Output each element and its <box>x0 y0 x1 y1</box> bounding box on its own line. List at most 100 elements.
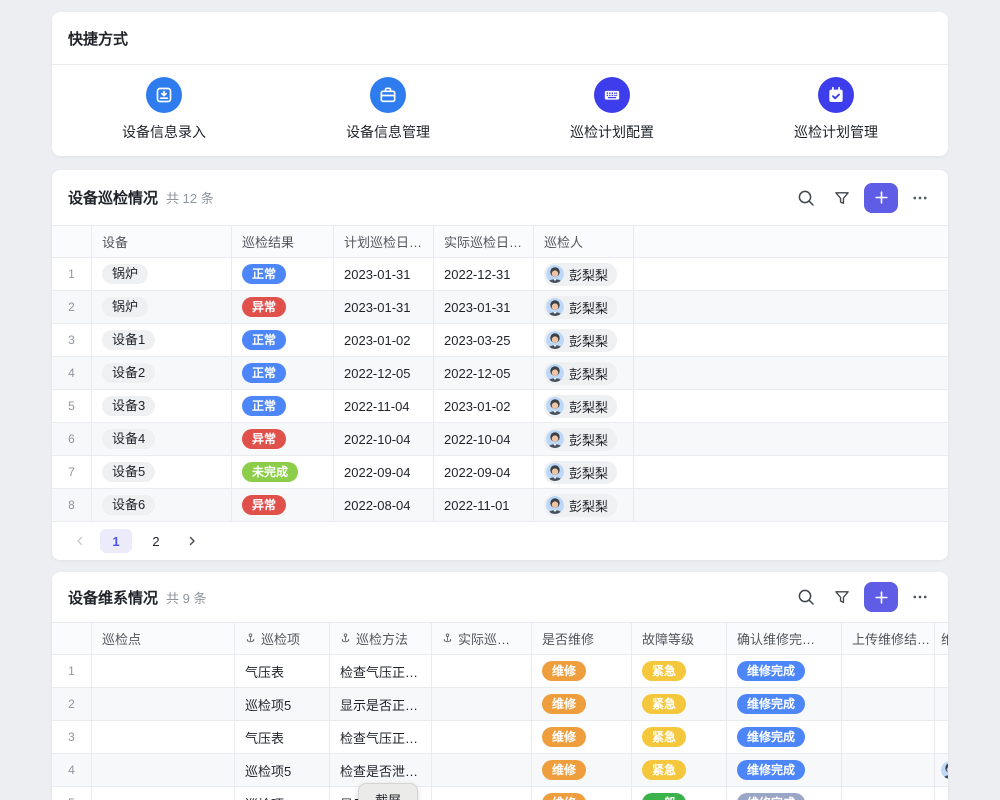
confirm-repair-cell[interactable]: 维修完成 <box>727 655 842 687</box>
shortcut-item-2[interactable]: 设备信息管理 <box>276 77 500 142</box>
device-tag[interactable]: 设备3 <box>102 396 156 416</box>
actual-date-cell[interactable]: 2023-01-31 <box>434 291 534 323</box>
inspector-chip[interactable]: 彭梨梨 <box>544 493 618 517</box>
status-badge[interactable]: 正常 <box>242 264 287 284</box>
upload-result-cell[interactable] <box>842 655 935 687</box>
confirm-repair-button[interactable]: 维修完成 <box>737 793 806 800</box>
inspector-cell[interactable]: 彭梨梨 <box>534 258 634 290</box>
actual-date-cell[interactable]: 2022-12-05 <box>434 357 534 389</box>
actual-inspection-cell[interactable] <box>432 787 532 800</box>
inspector-chip[interactable]: 彭梨梨 <box>544 328 618 352</box>
device-cell[interactable]: 设备2 <box>92 357 232 389</box>
actual-inspection-cell[interactable] <box>432 688 532 720</box>
inspector-cell[interactable]: 彭梨梨 <box>534 324 634 356</box>
result-cell[interactable]: 异常 <box>232 291 334 323</box>
fault-level-cell[interactable]: 紧急 <box>632 655 727 687</box>
confirm-repair-button[interactable]: 维修完成 <box>737 694 806 714</box>
device-cell[interactable]: 锅炉 <box>92 291 232 323</box>
inspection-column-header[interactable]: 实际巡检日… <box>434 226 534 257</box>
fault-level-badge[interactable]: 紧急 <box>642 727 687 747</box>
planned-date-cell[interactable]: 2022-11-04 <box>334 390 434 422</box>
shortcut-item-3[interactable]: 巡检计划配置 <box>500 77 724 142</box>
repair-cell[interactable]: 维修 <box>532 655 632 687</box>
status-badge[interactable]: 未完成 <box>242 462 299 482</box>
inspection-item-cell[interactable]: 巡检项5 <box>235 787 330 800</box>
inspection-point-cell[interactable] <box>92 754 235 786</box>
more-icon[interactable] <box>906 583 934 611</box>
inspection-item-cell[interactable]: 气压表 <box>235 721 330 753</box>
fault-level-badge[interactable]: 紧急 <box>642 661 687 681</box>
maintenance-column-header[interactable]: 上传维修结… <box>842 623 935 654</box>
maintenance-column-header[interactable]: 巡检方法 <box>330 623 432 654</box>
clipped-cell[interactable] <box>935 787 948 800</box>
device-cell[interactable]: 锅炉 <box>92 258 232 290</box>
status-badge[interactable]: 正常 <box>242 363 287 383</box>
device-tag[interactable]: 锅炉 <box>102 297 149 317</box>
inspection-point-cell[interactable] <box>92 688 235 720</box>
shortcut-item-4[interactable]: 巡检计划管理 <box>724 77 948 142</box>
repair-badge[interactable]: 维修 <box>542 694 587 714</box>
device-cell[interactable]: 设备1 <box>92 324 232 356</box>
device-cell[interactable]: 设备3 <box>92 390 232 422</box>
repair-badge[interactable]: 维修 <box>542 727 587 747</box>
maintenance-column-header[interactable]: 巡检项 <box>235 623 330 654</box>
repair-badge[interactable]: 维修 <box>542 661 587 681</box>
search-icon[interactable] <box>792 583 820 611</box>
fault-level-cell[interactable]: 紧急 <box>632 688 727 720</box>
device-tag[interactable]: 设备5 <box>102 462 156 482</box>
inspection-column-header[interactable]: 巡检结果 <box>232 226 334 257</box>
inspection-column-header[interactable]: 计划巡检日… <box>334 226 434 257</box>
device-cell[interactable]: 设备5 <box>92 456 232 488</box>
confirm-repair-cell[interactable]: 维修完成 <box>727 787 842 800</box>
planned-date-cell[interactable]: 2022-10-04 <box>334 423 434 455</box>
screenshot-tooltip[interactable]: 截屏 <box>358 783 418 800</box>
maintenance-column-header[interactable]: 维 <box>935 623 948 654</box>
actual-date-cell[interactable]: 2022-09-04 <box>434 456 534 488</box>
clipped-cell[interactable] <box>935 721 948 753</box>
inspector-chip[interactable]: 彭梨梨 <box>544 394 618 418</box>
inspection-point-cell[interactable] <box>92 787 235 800</box>
fault-level-cell[interactable]: 紧急 <box>632 754 727 786</box>
inspection-method-cell[interactable]: 检查气压正… <box>330 655 432 687</box>
planned-date-cell[interactable]: 2022-12-05 <box>334 357 434 389</box>
planned-date-cell[interactable]: 2022-08-04 <box>334 489 434 521</box>
inspector-chip[interactable]: 彭梨梨 <box>544 427 618 451</box>
actual-inspection-cell[interactable] <box>432 721 532 753</box>
result-cell[interactable]: 正常 <box>232 324 334 356</box>
actual-date-cell[interactable]: 2023-01-02 <box>434 390 534 422</box>
confirm-repair-button[interactable]: 维修完成 <box>737 661 806 681</box>
maintenance-column-header[interactable]: 确认维修完… <box>727 623 842 654</box>
maintenance-column-header[interactable]: 实际巡… <box>432 623 532 654</box>
device-tag[interactable]: 锅炉 <box>102 264 149 284</box>
shortcut-item-1[interactable]: 设备信息录入 <box>52 77 276 142</box>
repair-cell[interactable]: 维修 <box>532 688 632 720</box>
result-cell[interactable]: 正常 <box>232 390 334 422</box>
maintenance-column-header[interactable]: 是否维修 <box>532 623 632 654</box>
status-badge[interactable]: 正常 <box>242 396 287 416</box>
status-badge[interactable]: 正常 <box>242 330 287 350</box>
repair-badge[interactable]: 维修 <box>542 793 587 800</box>
prev-page-button[interactable] <box>68 529 92 553</box>
repair-cell[interactable]: 维修 <box>532 754 632 786</box>
upload-result-cell[interactable] <box>842 688 935 720</box>
result-cell[interactable]: 异常 <box>232 489 334 521</box>
inspection-column-header[interactable]: 巡检人 <box>534 226 634 257</box>
actual-inspection-cell[interactable] <box>432 655 532 687</box>
device-cell[interactable]: 设备4 <box>92 423 232 455</box>
device-cell[interactable]: 设备6 <box>92 489 232 521</box>
confirm-repair-cell[interactable]: 维修完成 <box>727 754 842 786</box>
add-record-button[interactable] <box>864 582 898 612</box>
planned-date-cell[interactable]: 2022-09-04 <box>334 456 434 488</box>
filter-icon[interactable] <box>828 184 856 212</box>
upload-result-cell[interactable] <box>842 787 935 800</box>
planned-date-cell[interactable]: 2023-01-02 <box>334 324 434 356</box>
inspection-method-cell[interactable]: 检查是否泄… <box>330 754 432 786</box>
page-number-button[interactable]: 2 <box>152 533 160 549</box>
upload-result-cell[interactable] <box>842 754 935 786</box>
confirm-repair-cell[interactable]: 维修完成 <box>727 688 842 720</box>
inspector-cell[interactable]: 彭梨梨 <box>534 489 634 521</box>
result-cell[interactable]: 正常 <box>232 357 334 389</box>
maintenance-column-header[interactable]: 巡检点 <box>92 623 235 654</box>
clipped-cell[interactable] <box>935 688 948 720</box>
device-tag[interactable]: 设备2 <box>102 363 156 383</box>
